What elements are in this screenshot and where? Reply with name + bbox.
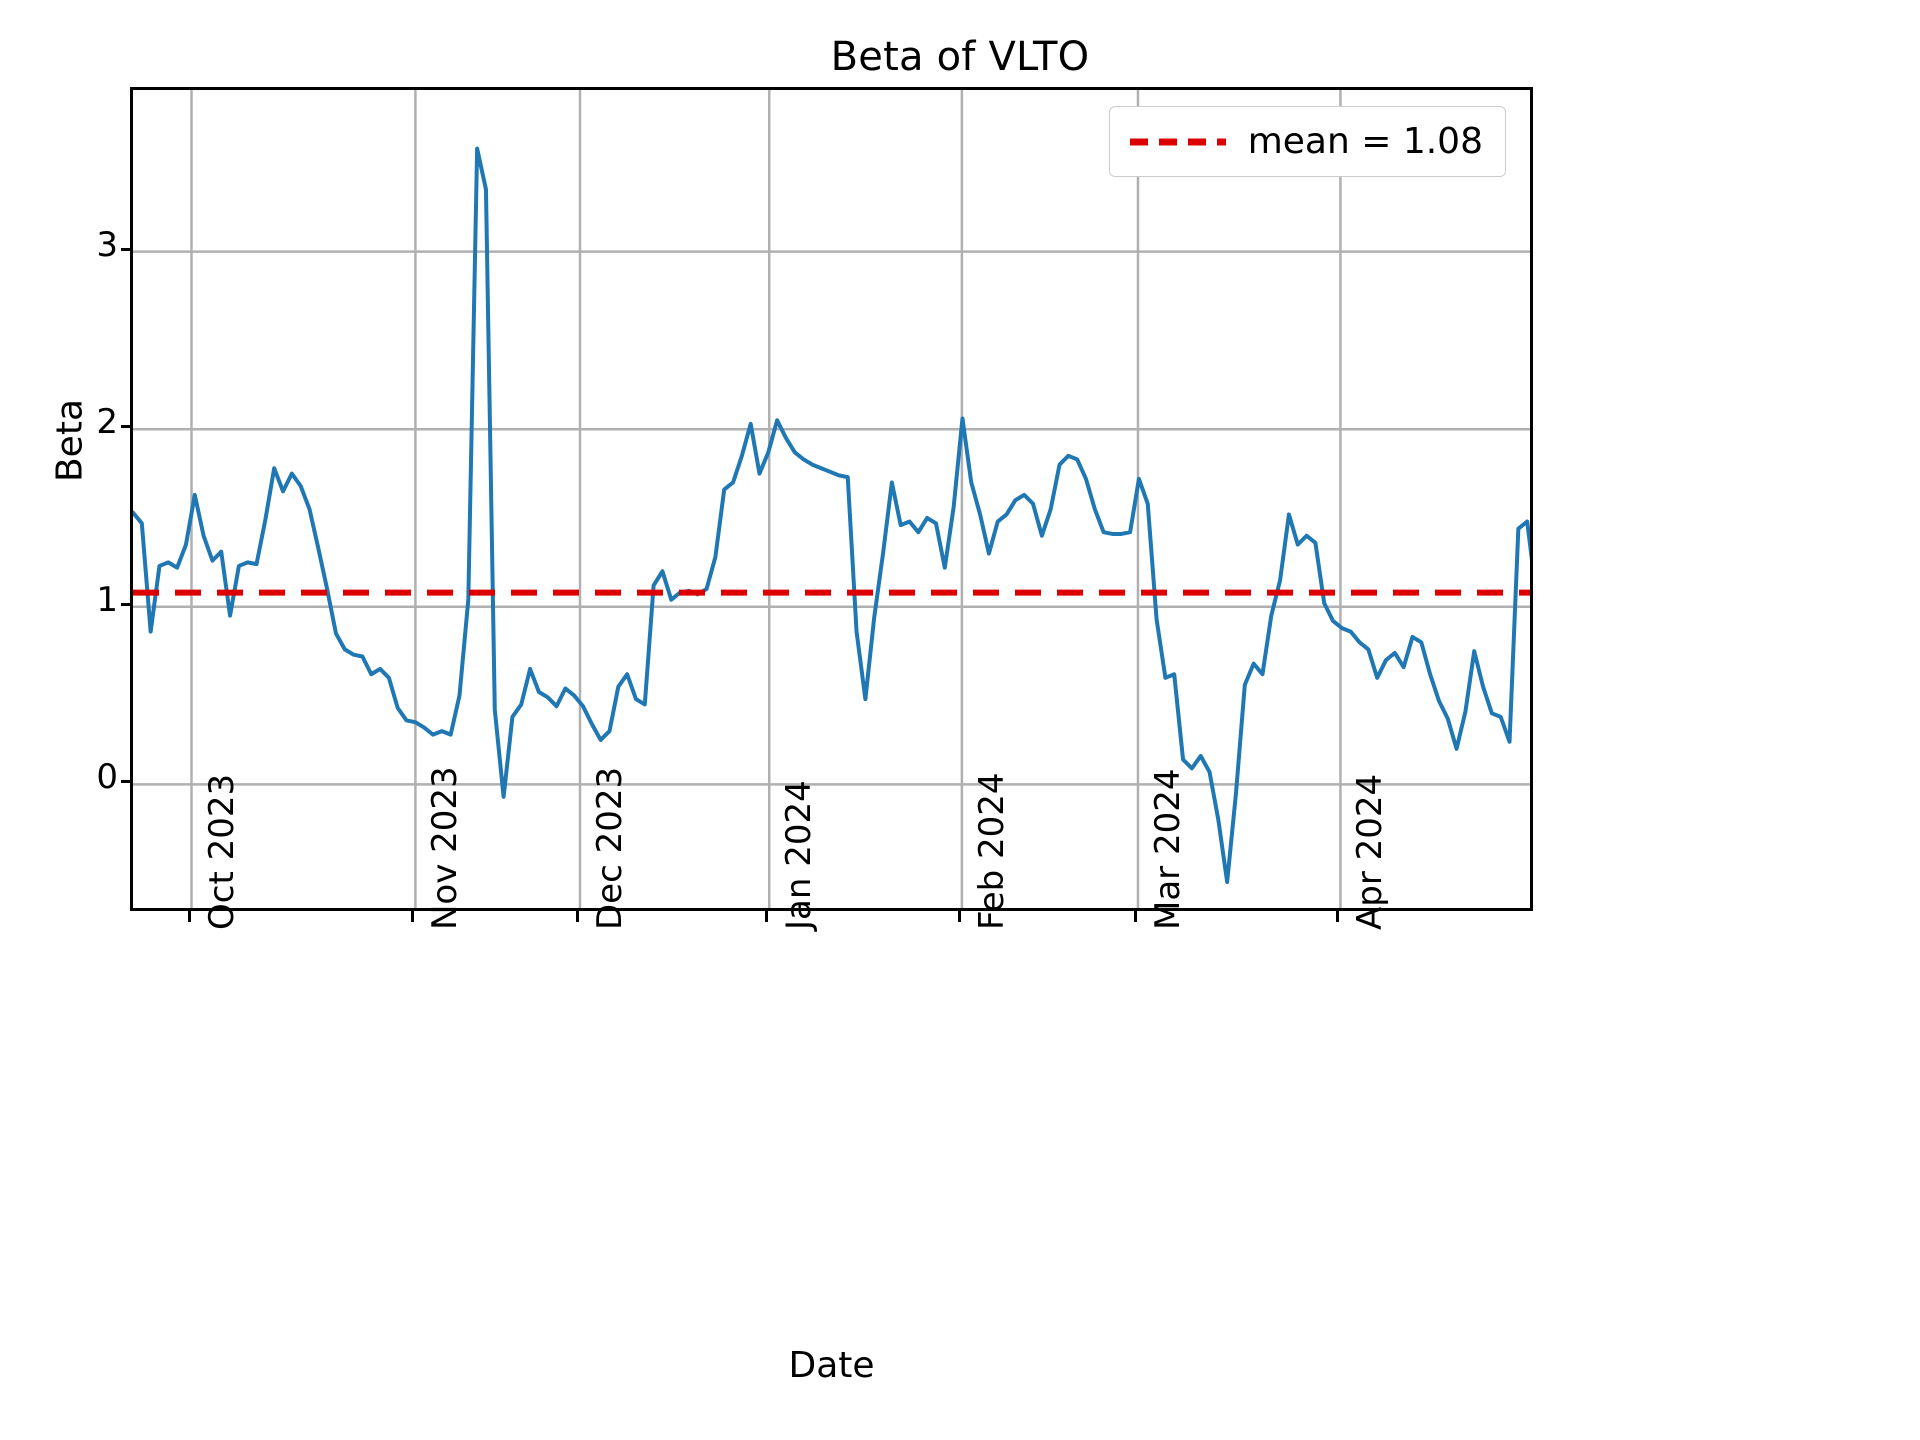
page-title: Beta of VLTO: [830, 34, 1090, 80]
x-tick-mark: [187, 911, 191, 922]
legend-label-mean: mean = 1.08: [1247, 121, 1483, 162]
x-tick-mark: [1336, 911, 1340, 922]
y-tick-mark: [121, 602, 131, 606]
mean-reference-line: [133, 589, 1530, 596]
y-tick-mark: [121, 247, 131, 251]
y-axis-label: Beta: [49, 398, 91, 483]
x-tick-label: Apr 2024: [1350, 773, 1391, 930]
x-tick-label: Jan 2024: [779, 780, 820, 930]
y-tick-label: 0: [96, 757, 118, 798]
y-tick-label: 2: [96, 402, 118, 443]
plot-inner: [133, 90, 1530, 908]
x-tick-mark: [957, 911, 961, 922]
legend-dashed-line-icon: [1129, 138, 1226, 145]
x-tick-label: Oct 2023: [201, 773, 242, 930]
y-tick-mark: [121, 425, 131, 429]
y-tick-mark: [121, 780, 131, 784]
x-tick-label: Feb 2024: [971, 772, 1012, 930]
x-tick-label: Mar 2024: [1147, 768, 1188, 930]
x-tick-mark: [575, 911, 579, 922]
x-tick-mark: [1133, 911, 1137, 922]
x-tick-mark: [765, 911, 769, 922]
legend[interactable]: mean = 1.08: [1108, 106, 1506, 177]
x-tick-label: Dec 2023: [589, 766, 630, 930]
x-axis-label: Date: [788, 1345, 875, 1386]
y-tick-label: 1: [96, 579, 118, 620]
beta-series-line: [133, 146, 1530, 885]
y-tick-label: 3: [96, 224, 118, 265]
x-tick-label: Nov 2023: [425, 766, 466, 930]
x-tick-mark: [411, 911, 415, 922]
plot-area: mean = 1.08: [130, 87, 1533, 911]
